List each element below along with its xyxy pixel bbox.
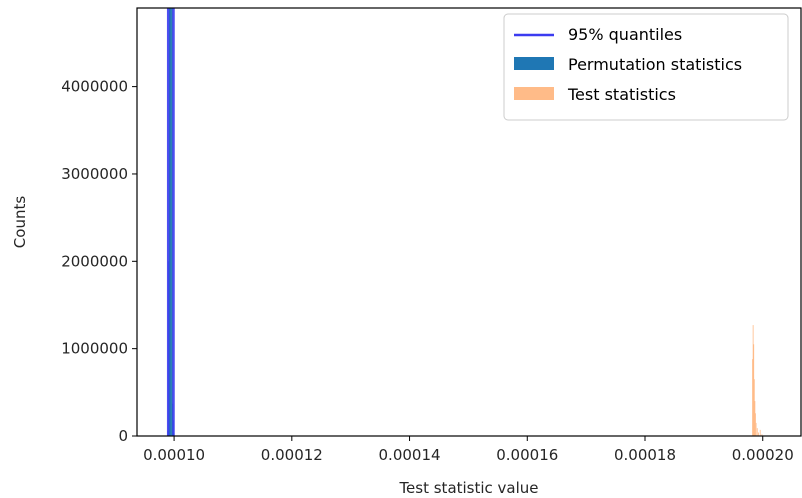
plot-area-frame	[136, 7, 802, 437]
legend-swatch-test	[514, 87, 554, 100]
x-axis-ticks: 0.00010 0.00012 0.00014 0.00016 0.00018 0.000…	[143, 436, 794, 464]
test-bar-9	[759, 429, 761, 436]
y-tick-label-1: 1000000	[61, 340, 128, 358]
legend-box	[503, 13, 789, 121]
test-bar-4	[754, 401, 756, 436]
test-bar-0	[752, 359, 753, 436]
legend-label-permutation: Permutation statistics	[568, 55, 742, 74]
test-bar-1	[752, 325, 754, 436]
x-tick-label-4: 0.00018	[614, 446, 676, 464]
test-bar-7	[756, 428, 758, 436]
legend-swatch-permutation	[514, 57, 554, 70]
y-axis-ticks: 0 1000000 2000000 3000000 4000000	[61, 78, 137, 445]
permutation-bar-5	[170, 8, 172, 436]
x-tick-label-3: 0.00016	[496, 446, 558, 464]
x-tick-label-5: 0.00020	[732, 446, 794, 464]
x-tick-label-2: 0.00014	[379, 446, 441, 464]
permutation-bar-3	[169, 8, 171, 436]
test-bar-5	[755, 413, 756, 436]
permutation-bar-4	[169, 8, 171, 436]
test-bar-3	[753, 379, 755, 436]
y-tick-label-3: 3000000	[61, 165, 128, 183]
legend: 95% quantiles Permutation statistics Tes…	[503, 13, 789, 121]
permutation-bar-6	[171, 8, 172, 436]
x-tick-label-1: 0.00012	[261, 446, 323, 464]
test-statistics-bars	[752, 325, 763, 436]
test-bar-6	[755, 422, 757, 436]
y-axis-label: Counts	[11, 196, 29, 249]
y-tick-label-0: 0	[118, 427, 128, 445]
x-axis-label: Test statistic value	[398, 479, 538, 497]
y-tick-label-4: 4000000	[61, 78, 128, 96]
x-tick-label-0: 0.00010	[143, 446, 205, 464]
legend-label-quantiles: 95% quantiles	[568, 25, 682, 44]
permutation-bar-7	[171, 8, 173, 436]
legend-label-test: Test statistics	[567, 85, 676, 104]
test-bar-10	[761, 434, 763, 436]
test-bar-8	[758, 432, 759, 436]
y-tick-label-2: 2000000	[61, 252, 128, 270]
quantile-lines	[166, 8, 175, 436]
test-bar-2	[753, 344, 755, 436]
